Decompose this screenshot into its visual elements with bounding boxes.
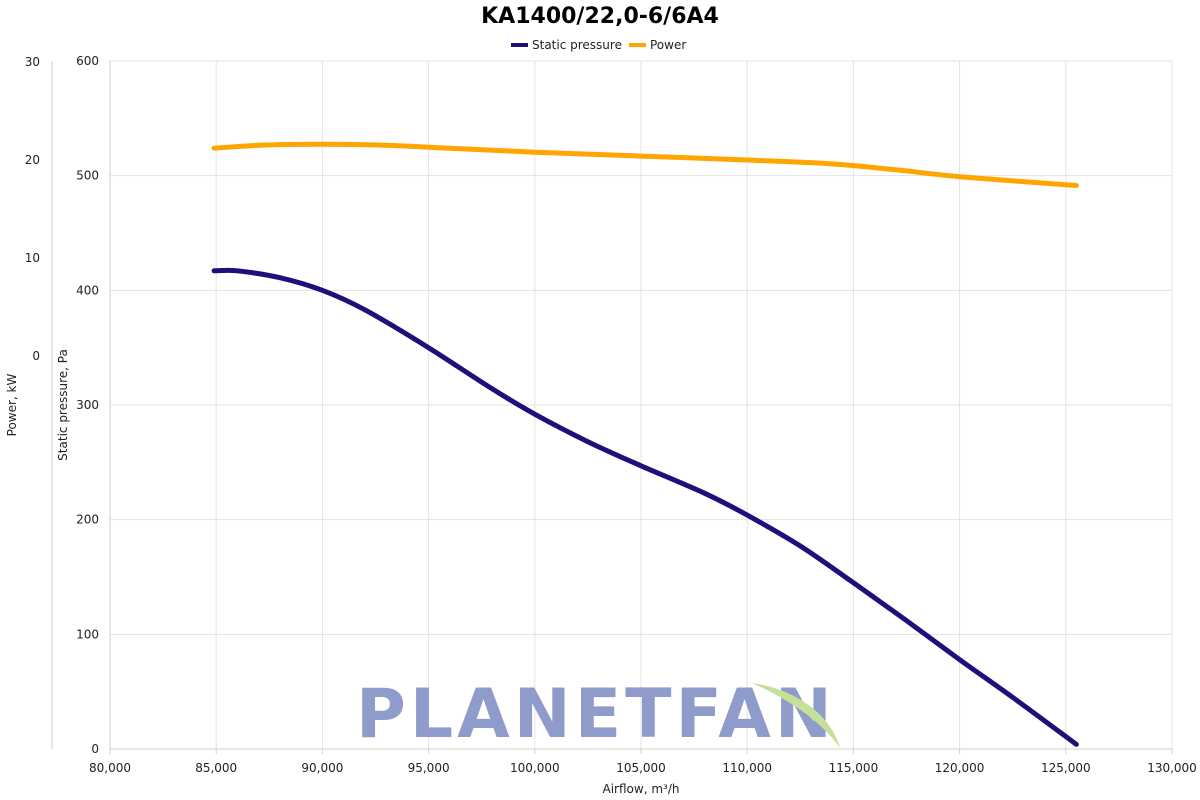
x-tick-label: 115,000	[829, 761, 879, 775]
x-tick-label: 110,000	[722, 761, 772, 775]
power-tick-label: 10	[25, 251, 40, 265]
legend-label-static-pressure: Static pressure	[532, 38, 622, 52]
x-tick-label: 85,000	[195, 761, 237, 775]
watermark-text: PLANETFAN	[356, 675, 836, 754]
x-tick-label: 130,000	[1147, 761, 1197, 775]
x-tick-label: 120,000	[935, 761, 985, 775]
power-tick-label: 30	[25, 55, 40, 69]
pressure-tick-label: 500	[76, 169, 99, 183]
pressure-tick-label: 0	[91, 742, 99, 756]
y-axis-label-pressure: Static pressure, Pa	[56, 349, 70, 461]
axes: 80,000 85,000 90,000 95,000 100,000 105,000 11…	[25, 54, 1197, 775]
legend-item-power[interactable]: Power	[629, 38, 686, 52]
grid	[109, 60, 1173, 750]
x-tick-label: 125,000	[1041, 761, 1091, 775]
x-axis-label: Airflow, m³/h	[603, 782, 680, 796]
y-axis-label-power: Power, kW	[5, 374, 19, 437]
pressure-tick-label: 600	[76, 54, 99, 68]
x-tick-label: 105,000	[616, 761, 666, 775]
static-pressure-line	[211, 267, 1079, 747]
power-line	[211, 141, 1079, 188]
x-tick-label: 90,000	[301, 761, 343, 775]
series	[211, 141, 1079, 747]
x-tick-label: 100,000	[510, 761, 560, 775]
x-tick-label: 80,000	[89, 761, 131, 775]
pressure-tick-label: 300	[76, 398, 99, 412]
pressure-tick-label: 100	[76, 627, 99, 641]
legend-item-static-pressure[interactable]: Static pressure	[511, 38, 622, 52]
legend-label-power: Power	[650, 38, 686, 52]
watermark: PLANETFAN	[356, 675, 840, 754]
legend: Static pressure Power	[511, 38, 686, 52]
x-tick-label: 95,000	[408, 761, 450, 775]
power-tick-label: 0	[32, 349, 40, 363]
chart-title: KA1400/22,0-6/6A4	[481, 4, 719, 29]
power-tick-label: 20	[25, 153, 40, 167]
pressure-tick-label: 400	[76, 283, 99, 297]
pressure-tick-label: 200	[76, 513, 99, 527]
